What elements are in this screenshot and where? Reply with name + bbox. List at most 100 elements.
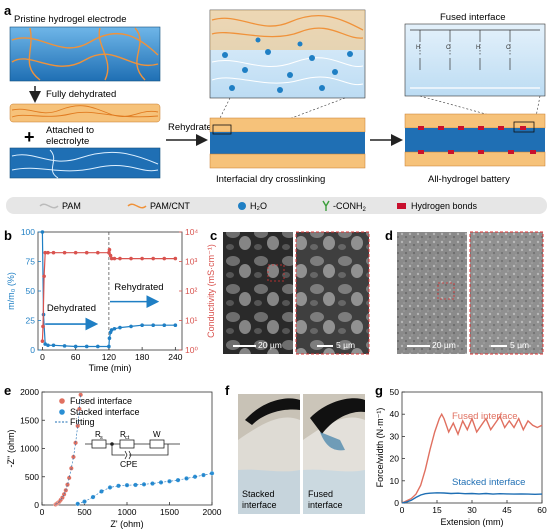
electrolyte-chains: [11, 149, 159, 179]
pristine-fibers: [11, 27, 159, 81]
chart-b-point: [96, 250, 100, 255]
chart-b-ytick-right-label: 10³: [185, 257, 197, 267]
chart-b-ytick-right-label: 10⁰: [185, 345, 198, 355]
chart-e-xtick-label: 1000: [118, 507, 137, 517]
fused-interface-label: Fused interface: [440, 12, 505, 23]
chart-e-ytick-label: 2000: [20, 387, 39, 397]
chart-e-fit-line: [77, 473, 213, 505]
chart-b-point: [108, 253, 113, 258]
chart-b-point: [173, 323, 178, 328]
chart-b-ytick-left-label: 100: [21, 227, 35, 237]
circuit-rct-box: [119, 439, 135, 449]
plus-sign: +: [24, 127, 35, 147]
rehydrated-label: Rehydrated: [168, 122, 217, 133]
panel-letter-c: c: [210, 228, 217, 243]
middle-battery-top: [209, 117, 366, 133]
chart-b-ylabel-right: Conductivity (mS·cm⁻¹): [206, 244, 216, 338]
chart-e-point: [209, 471, 215, 476]
chart-e-point: [71, 454, 76, 460]
chart-e-xtick-label: 0: [40, 507, 45, 517]
chart-e-point: [68, 465, 74, 471]
chart-b-ytick-left-label: 25: [26, 316, 36, 326]
chart-g-ytick-label: 40: [390, 409, 400, 419]
chart-b-ytick-right-label: 10⁴: [185, 227, 198, 237]
middle-battery-bot: [209, 153, 366, 169]
svg-text:H: H: [416, 45, 420, 51]
chart-b-point: [151, 256, 155, 261]
chart-b-xtick-label: 120: [102, 352, 116, 362]
chart-g-xtick-label: 45: [502, 505, 512, 515]
chart-e-legend-marker-stacked: [59, 409, 65, 415]
zoom-middle-fibers: [211, 14, 364, 39]
chart-b-point: [109, 328, 114, 332]
svg-text:O: O: [446, 45, 451, 51]
legend-item-conh2: -CONH2: [322, 200, 367, 213]
legend-item-pamcnt: PAM/CNT: [127, 201, 190, 211]
hbond-dashes: [419, 44, 511, 56]
chart-b-point: [51, 343, 56, 348]
chart-b-point: [112, 326, 117, 331]
svg-text:O: O: [506, 45, 511, 51]
circuit-cpe-symbol: [124, 450, 132, 460]
circuit-w-label: W: [153, 430, 161, 439]
dehydrated-electrode: [9, 103, 161, 123]
chart-e-xtick-label: 1500: [160, 507, 179, 517]
legend-water-label: H₂O: [250, 201, 267, 211]
chart-e-fit-line: [55, 394, 81, 505]
attached-label-1: Attached to: [46, 125, 94, 136]
chart-b: 0 60 120 180 240 0 25 50 75 100 10⁰ 10¹ 10² 10³ 10⁴ Tim…: [6, 227, 216, 373]
chart-e-ytick-label: 1500: [20, 415, 39, 425]
legend-item-water: H₂O: [238, 201, 267, 211]
electrolyte: [9, 147, 161, 179]
chart-b-point: [109, 256, 114, 261]
chart-e-legend-fitting: Fitting: [70, 417, 95, 427]
panel-letter-a: a: [4, 3, 12, 18]
right-battery-top: [404, 113, 546, 129]
chart-b-point: [40, 230, 45, 234]
legend-pam-label: PAM: [62, 201, 81, 211]
chart-g-label-stacked: Stacked interface: [452, 477, 525, 488]
chart-b-point: [96, 344, 100, 349]
chart-g-label-fused: Fused interface: [452, 411, 517, 422]
legend-item-hbond: Hydrogen bonds: [397, 201, 478, 211]
chart-g-xtick-label: 15: [432, 505, 442, 515]
sem-c-scale-left: 20 µm: [258, 340, 282, 350]
chart-e-point: [150, 481, 155, 486]
pristine-label: Pristine hydrogel electrode: [14, 14, 126, 25]
circuit-rct-label: R: [120, 430, 126, 439]
chart-b-point: [140, 323, 144, 328]
circuit-w-box: [149, 439, 165, 449]
chart-b-ytick-right-label: 10²: [185, 286, 197, 296]
chart-g-xtick-label: 0: [400, 505, 405, 515]
hbond-markers: [418, 126, 536, 154]
chart-b-point: [62, 344, 67, 348]
legend-hbond-label: Hydrogen bonds: [411, 201, 478, 211]
sem-d-scale-right: 5 µm: [510, 340, 529, 350]
chart-b-ytick-right-label: 10¹: [185, 316, 197, 326]
chart-e-ytick-label: 0: [34, 500, 39, 510]
chart-e-point: [66, 475, 72, 481]
chart-b-point: [129, 324, 133, 329]
chart-e-xlabel: Z' (ohm): [110, 519, 143, 529]
chart-b-point: [84, 250, 89, 255]
interfacial-label: Interfacial dry crosslinking: [216, 174, 325, 185]
right-battery-bot: [404, 151, 546, 167]
chart-b-point: [118, 256, 122, 261]
chart-e-legend-fused: Fused interface: [70, 396, 132, 406]
chart-b-point: [107, 250, 111, 255]
chart-g-ytick-label: 0: [394, 498, 399, 508]
panel-letter-d: d: [385, 228, 393, 243]
chart-g-ylabel: Force/width (N·m⁻¹): [375, 408, 385, 488]
circuit-rct-sub: ct: [125, 435, 130, 441]
chart-b-point: [73, 344, 78, 349]
zoom-box-right: [404, 23, 546, 97]
chart-g-xtick-label: 30: [467, 505, 477, 515]
chart-e-point: [90, 494, 96, 500]
chart-b-ytick-left-label: 75: [26, 257, 36, 267]
chart-b-point: [42, 274, 46, 279]
chart-b-point: [40, 339, 45, 343]
chart-b-point: [73, 250, 78, 255]
chart-g-ytick-label: 10: [390, 476, 400, 486]
chart-g-ytick-label: 20: [390, 454, 400, 464]
